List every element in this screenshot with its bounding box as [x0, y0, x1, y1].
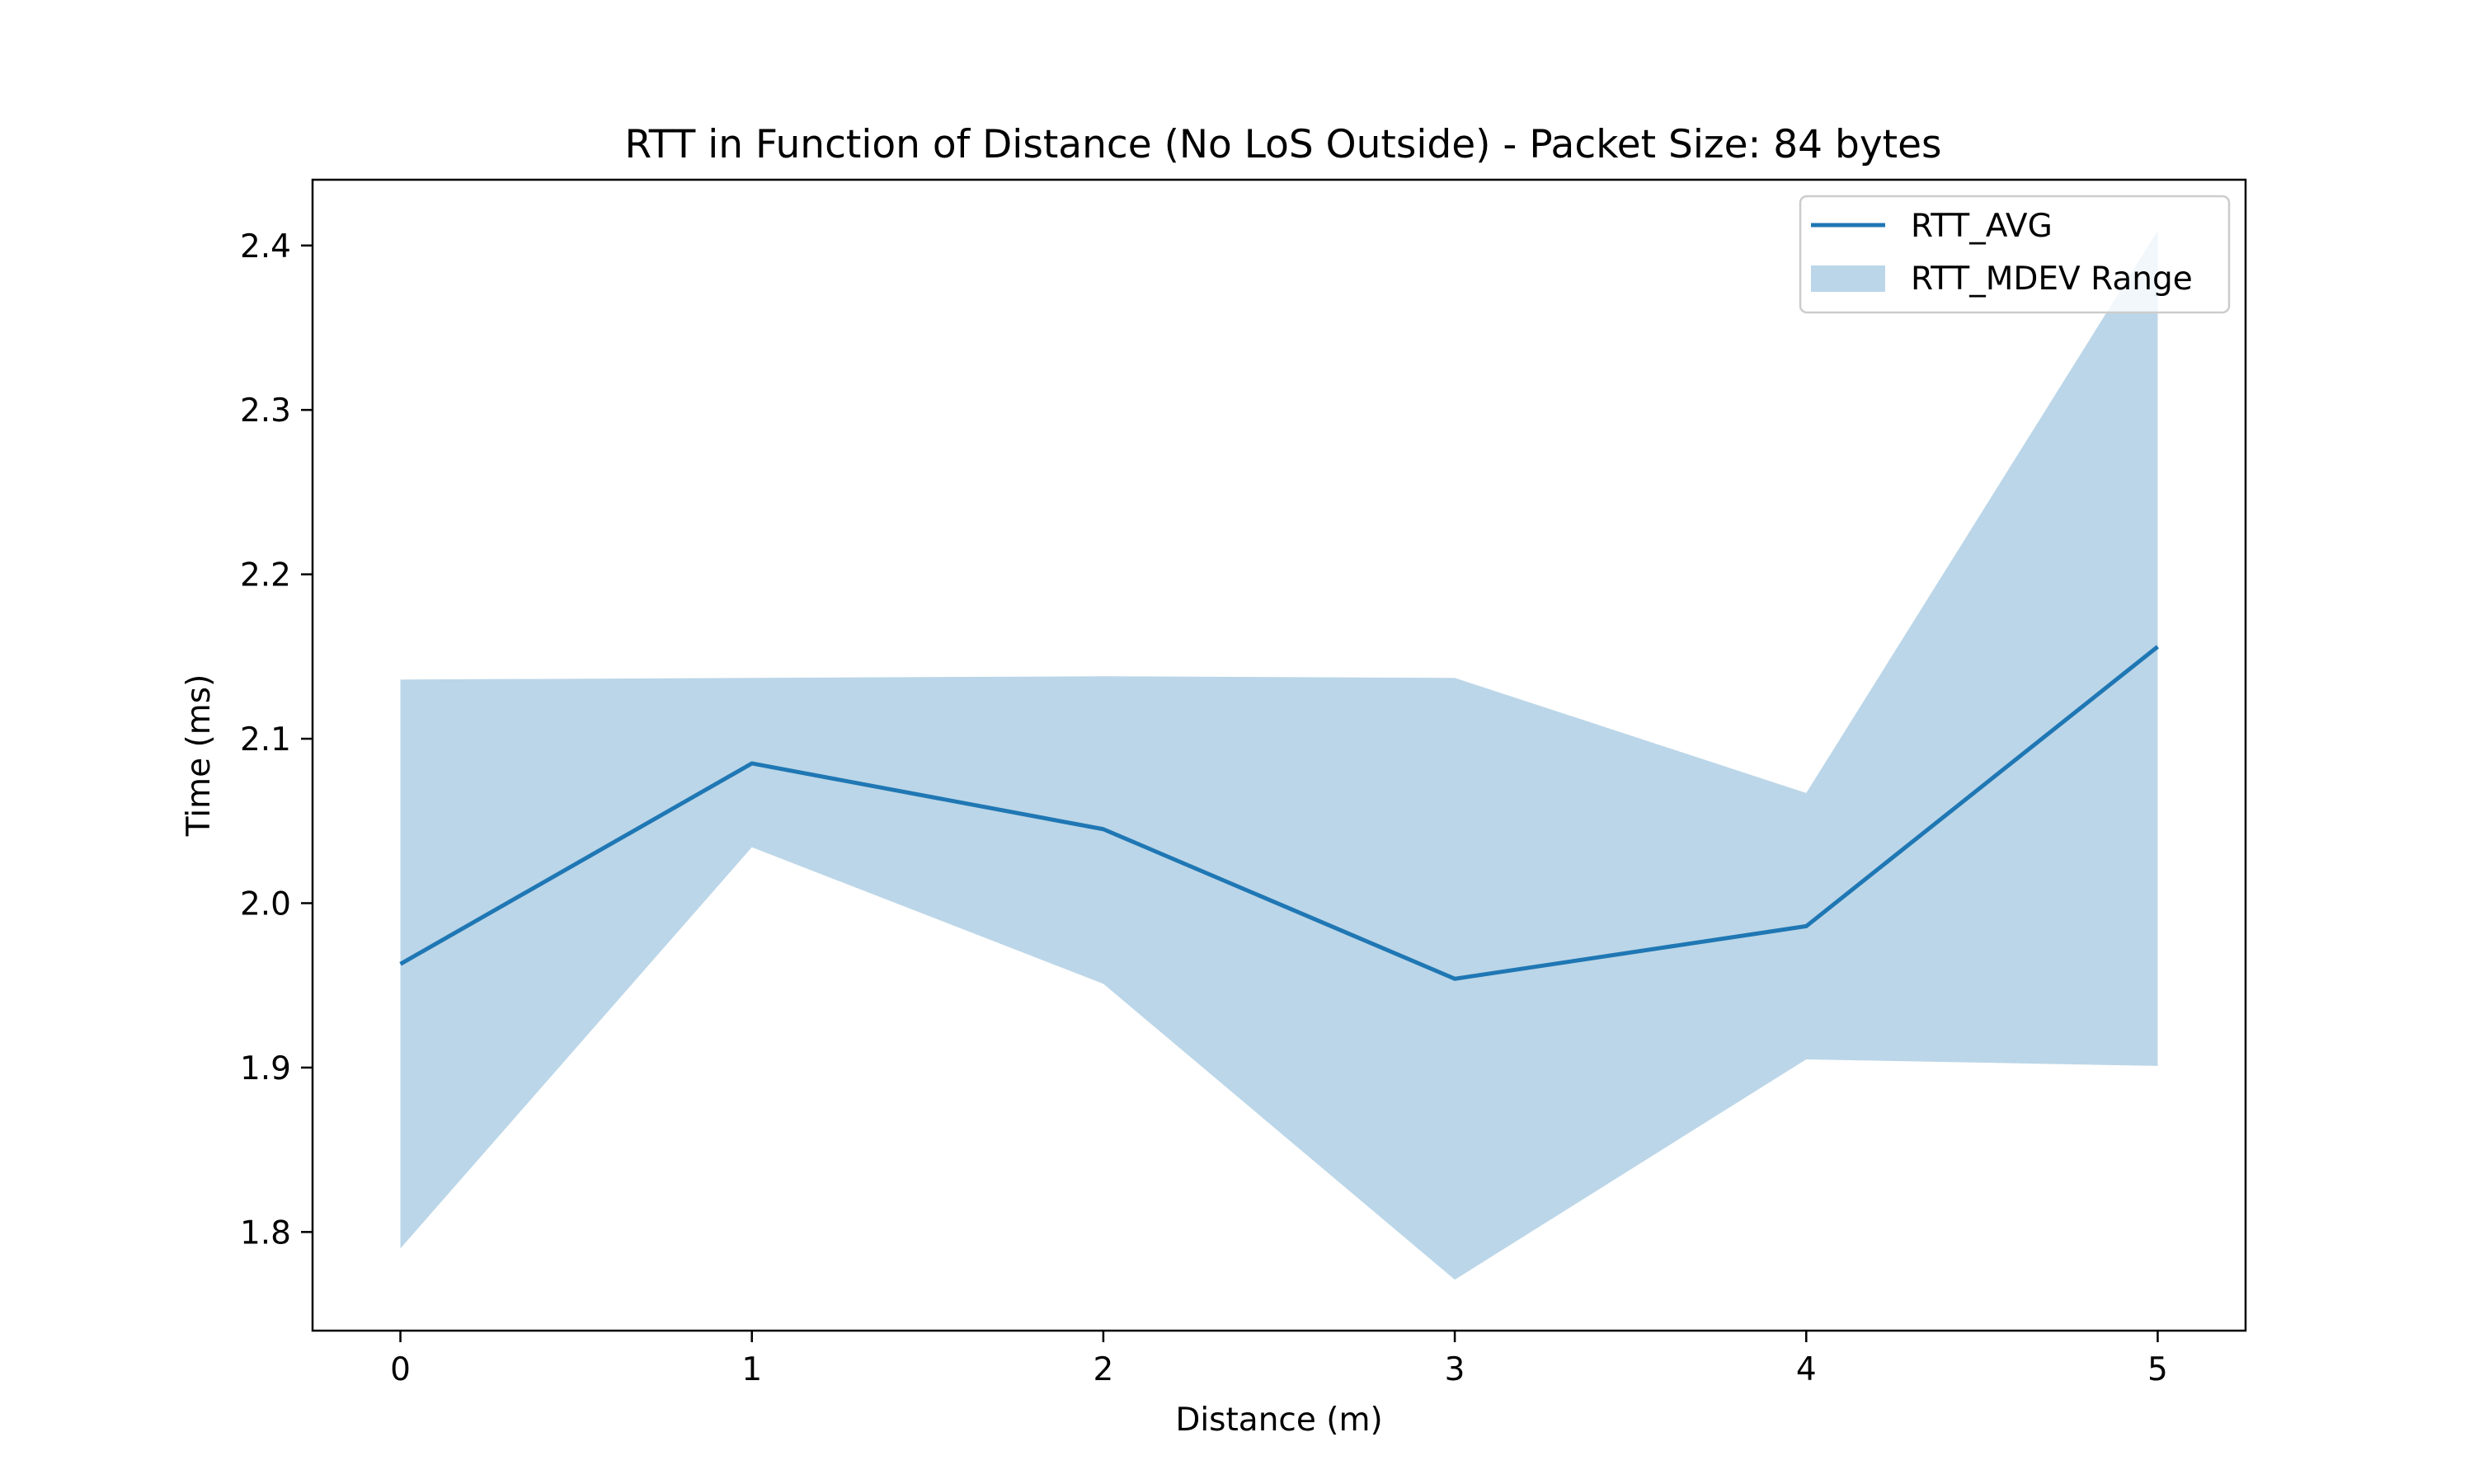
mdev-band-layer	[400, 230, 2158, 1280]
y-tick-label: 2.4	[240, 228, 291, 265]
y-axis-label: Time (ms)	[181, 674, 218, 838]
x-tick-label: 5	[2147, 1351, 2168, 1388]
plot-frame	[311, 178, 2247, 1332]
x-tick-label: 1	[741, 1351, 762, 1388]
y-tick-label: 2.2	[240, 557, 291, 594]
series-line-rtt-avg	[399, 645, 2160, 981]
avg-line-layer	[399, 645, 2160, 981]
legend-box	[1799, 195, 2231, 314]
plot-area	[313, 180, 2246, 1331]
x-tick-label: 3	[1445, 1351, 1465, 1388]
legend-swatch-rtt-mdev-range	[1811, 265, 1885, 292]
x-tick-label: 0	[390, 1351, 411, 1388]
legend-label-rtt-mdev-range: RTT_MDEV Range	[1911, 261, 2193, 298]
chart-title: RTT in Function of Distance (No LoS Outs…	[624, 122, 1941, 167]
x-tick-label: 4	[1796, 1351, 1817, 1388]
y-tick-label: 1.9	[240, 1050, 291, 1087]
y-tick-label: 2.3	[240, 392, 291, 430]
x-axis-label: Distance (m)	[1175, 1402, 1382, 1439]
legend-label-rtt-avg: RTT_AVG	[1911, 208, 2053, 245]
legend: RTT_AVG RTT_MDEV Range	[1799, 195, 2231, 314]
y-tick-label: 2.0	[240, 885, 291, 923]
x-tick-label: 2	[1093, 1351, 1113, 1388]
y-tick-label: 2.1	[240, 721, 291, 758]
y-tick-label: 1.8	[240, 1214, 291, 1252]
y-axis: 1.8 1.9 2.0 2.1 2.2 2.3 2.4	[240, 228, 313, 1252]
rtt-mdev-band	[400, 230, 2158, 1280]
x-axis: 0 1 2 3 4 5	[390, 1331, 2168, 1388]
